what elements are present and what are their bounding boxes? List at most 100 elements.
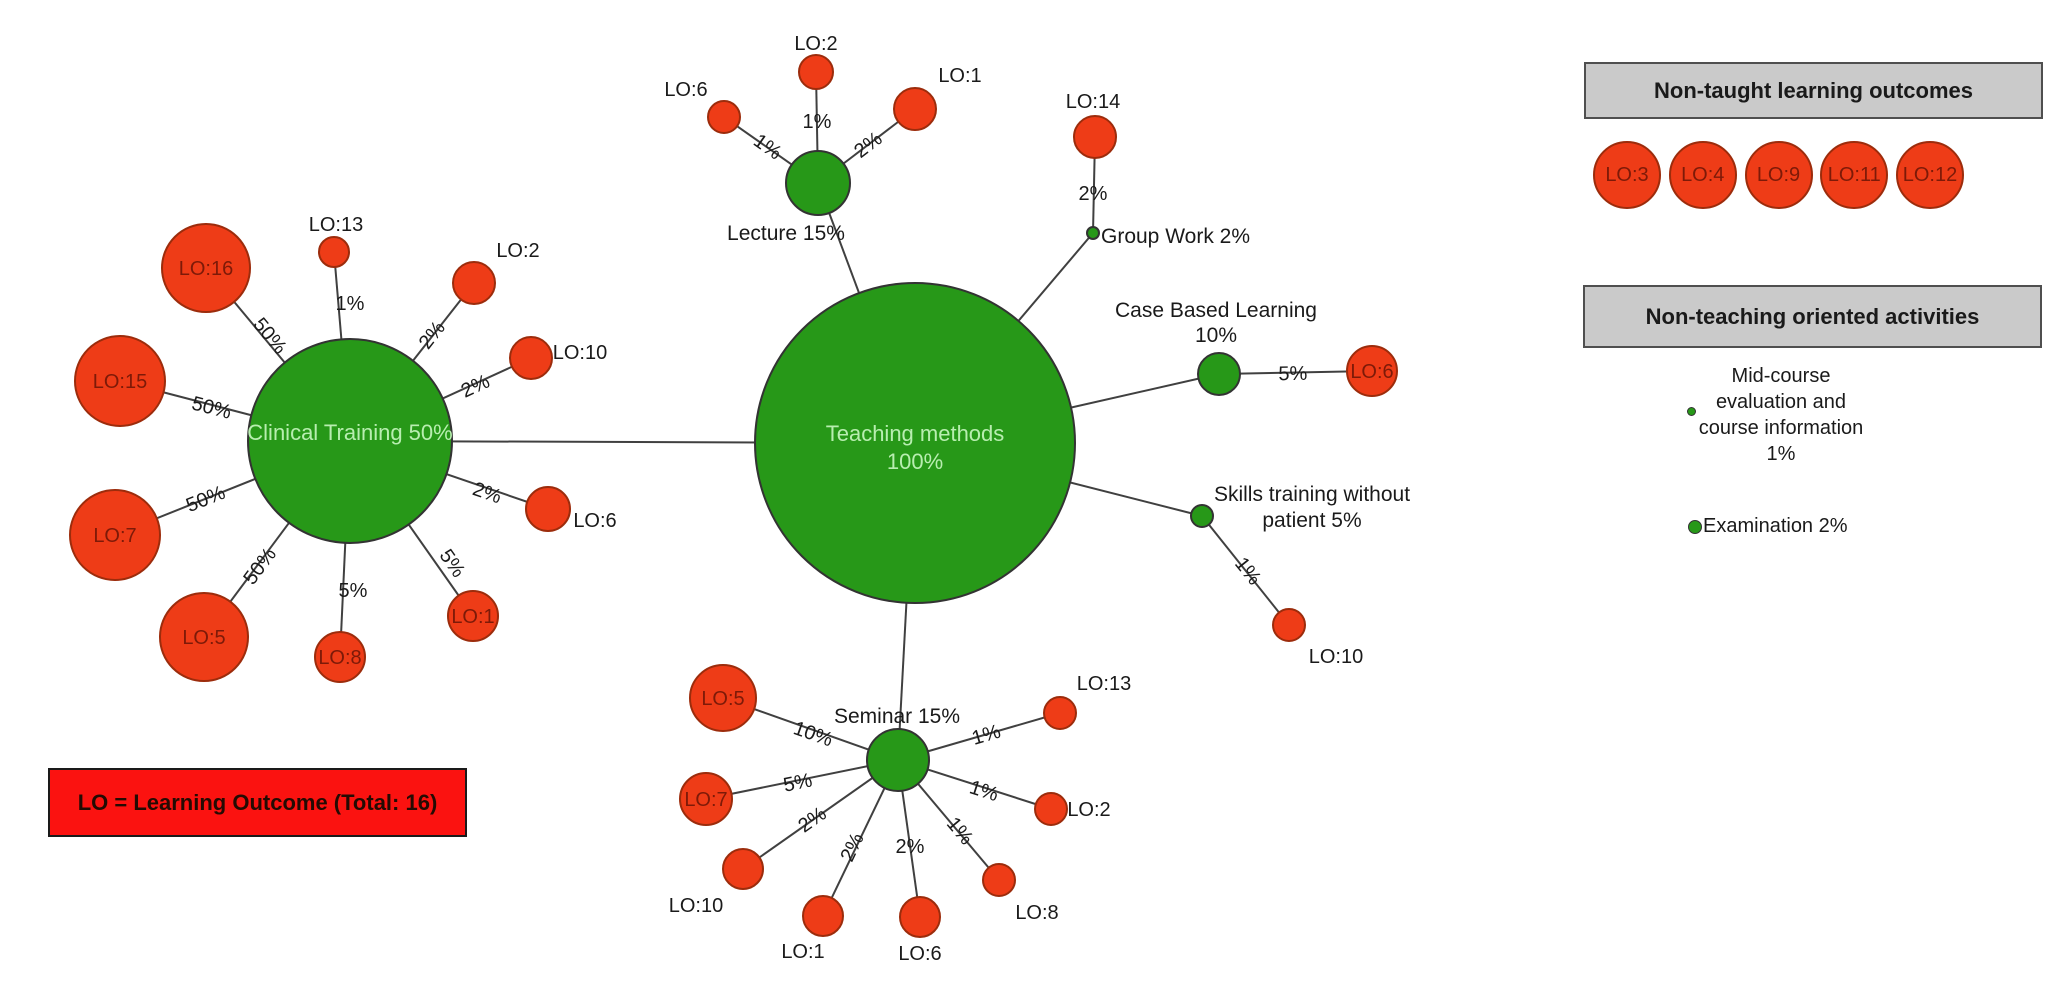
lo-node-c_lo6	[1346, 345, 1398, 397]
lo-node-se_lo7	[679, 772, 733, 826]
lo-chip-label: LO:11	[1827, 163, 1881, 186]
lo-node-cl_lo5	[159, 592, 249, 682]
non-taught-title: Non-taught learning outcomes	[1654, 77, 1973, 103]
lo-node-cl_lo15	[74, 335, 166, 427]
method-node-skills	[1190, 504, 1214, 528]
non-taught-lo-chip: LO:4	[1668, 141, 1737, 209]
lo-label-cl_lo7: LO:7	[93, 525, 136, 547]
edge-pct-clinical-cl_lo7: 50%	[183, 482, 229, 517]
lo-node-cl_lo6	[525, 486, 571, 532]
method-label-lecture: Lecture 15%	[727, 222, 845, 245]
mid-course-pct: 1%	[1766, 443, 1796, 465]
non-taught-lo-chip: LO:3	[1593, 141, 1661, 209]
lo-label-se_lo2: LO:2	[1067, 799, 1110, 821]
lo-label-se_lo6: LO:6	[898, 943, 941, 965]
edge-pct-seminar-se_lo6: 2%	[896, 836, 925, 858]
mid-course-line: Mid-course	[1731, 365, 1831, 387]
method-label-group_work: Group Work 2%	[1101, 225, 1250, 248]
lo-label-cl_lo8: LO:8	[318, 647, 361, 669]
lo-label-se_lo13: LO:13	[1077, 673, 1131, 695]
lo-label-cl_lo13: LO:13	[309, 214, 363, 236]
edge-pct-clinical-cl_lo10: 2%	[458, 370, 494, 402]
examination-activity: Examination 2%	[1688, 515, 1848, 538]
method-node-cbl	[1197, 352, 1241, 396]
lo-chip-label: LO:3	[1605, 163, 1649, 186]
lo-node-se_lo10	[722, 848, 764, 890]
edge-pct-seminar-se_lo1: 2%	[836, 829, 868, 865]
lo-chip-label: LO:4	[1681, 163, 1725, 186]
edge-skills-s_lo10	[1201, 515, 1290, 626]
lo-node-cl_lo16	[161, 223, 251, 313]
lo-chip-label: LO:12	[1902, 163, 1958, 186]
non-teaching-header: Non-teaching oriented activities	[1583, 285, 2042, 348]
non-taught-lo-chip: LO:9	[1744, 141, 1813, 209]
lo-node-cl_lo8	[314, 631, 366, 683]
method-node-teaching	[754, 282, 1076, 604]
lo-label-l_lo2: LO:2	[794, 33, 837, 55]
lo-node-se_lo6	[899, 896, 941, 938]
edge-pct-seminar-se_lo7: 5%	[781, 769, 814, 796]
edge-pct-group_work-g_lo14: 2%	[1079, 183, 1108, 205]
lo-label-se_lo7: LO:7	[684, 789, 727, 811]
edge-pct-cbl-c_lo6: 5%	[1278, 363, 1308, 386]
method-node-seminar	[866, 728, 930, 792]
legend-text: LO = Learning Outcome (Total: 16)	[77, 789, 438, 815]
edge-pct-seminar-se_lo13: 1%	[969, 721, 1003, 750]
method-node-group_work	[1086, 226, 1100, 240]
lo-node-se_lo8	[982, 863, 1016, 897]
edge-pct-seminar-se_lo5: 10%	[790, 717, 835, 751]
lo-label-cl_lo1: LO:1	[451, 606, 494, 628]
mid-course-line: evaluation and	[1715, 391, 1847, 413]
edge-pct-clinical-cl_lo15: 50%	[189, 393, 233, 424]
lo-label-c_lo6: LO:6	[1350, 361, 1393, 383]
lo-node-cl_lo7	[69, 489, 161, 581]
legend-box: LO = Learning Outcome (Total: 16)	[48, 768, 467, 837]
lo-node-l_lo2	[798, 54, 834, 90]
lo-label-se_lo10: LO:10	[669, 895, 723, 917]
edge-pct-clinical-cl_lo16: 50%	[248, 314, 291, 359]
lo-label-cl_lo5: LO:5	[182, 627, 225, 649]
mid-course-dot-icon	[1687, 407, 1696, 416]
lo-chip-label: LO:9	[1756, 163, 1801, 186]
mid-course-line: course information	[1698, 417, 1864, 439]
mid-course-activity: Mid-course evaluation and course informa…	[1681, 363, 1881, 467]
lo-node-se_lo5	[689, 664, 757, 732]
edge-pct-seminar-se_lo2: 1%	[967, 776, 1001, 806]
lo-node-cl_lo10	[509, 336, 553, 380]
edge-pct-clinical-cl_lo8: 5%	[339, 580, 368, 602]
lo-node-se_lo1	[802, 895, 844, 937]
lo-label-cl_lo6: LO:6	[573, 510, 616, 532]
lo-node-cl_lo2	[452, 261, 496, 305]
lo-label-cl_lo15: LO:15	[93, 371, 147, 393]
method-label-skills: Skills training without patient 5%	[1214, 483, 1410, 532]
method-label-cbl: Case Based Learning 10%	[1115, 299, 1317, 347]
lo-node-cl_lo1	[447, 590, 499, 642]
edge-pct-clinical-cl_lo13: 1%	[336, 293, 365, 315]
lo-label-cl_lo2: LO:2	[496, 240, 539, 262]
edge-pct-seminar-se_lo10: 2%	[794, 803, 830, 838]
method-label-seminar: Seminar 15%	[834, 705, 960, 728]
method-node-lecture	[785, 150, 851, 216]
lo-label-cl_lo16: LO:16	[179, 258, 233, 280]
lo-label-se_lo5: LO:5	[701, 688, 744, 710]
non-taught-lo-chip: LO:11	[1820, 141, 1889, 209]
method-label-teaching: Teaching methods 100%	[826, 421, 1005, 474]
non-teaching-title: Non-teaching oriented activities	[1645, 303, 1980, 329]
lo-node-l_lo6	[707, 100, 741, 134]
non-taught-outcomes-row: LO:3 LO:4 LO:9 LO:11 LO:12	[1593, 141, 1964, 209]
method-node-clinical	[247, 338, 453, 544]
lo-node-cl_lo13	[318, 236, 350, 268]
examination-dot-icon	[1688, 519, 1702, 534]
edge-pct-clinical-cl_lo6: 2%	[470, 478, 505, 508]
lo-node-se_lo13	[1043, 696, 1077, 730]
non-taught-lo-chip: LO:12	[1896, 141, 1964, 209]
edge-pct-lecture-l_lo1: 2%	[850, 128, 886, 163]
lo-node-l_lo1	[893, 87, 937, 131]
lo-node-g_lo14	[1073, 115, 1117, 159]
examination-label: Examination	[1703, 515, 1814, 537]
edge-pct-lecture-l_lo6: 1%	[749, 130, 785, 165]
method-label-clinical: Clinical Training 50%	[247, 420, 452, 445]
lo-label-s_lo10: LO:10	[1309, 646, 1363, 668]
